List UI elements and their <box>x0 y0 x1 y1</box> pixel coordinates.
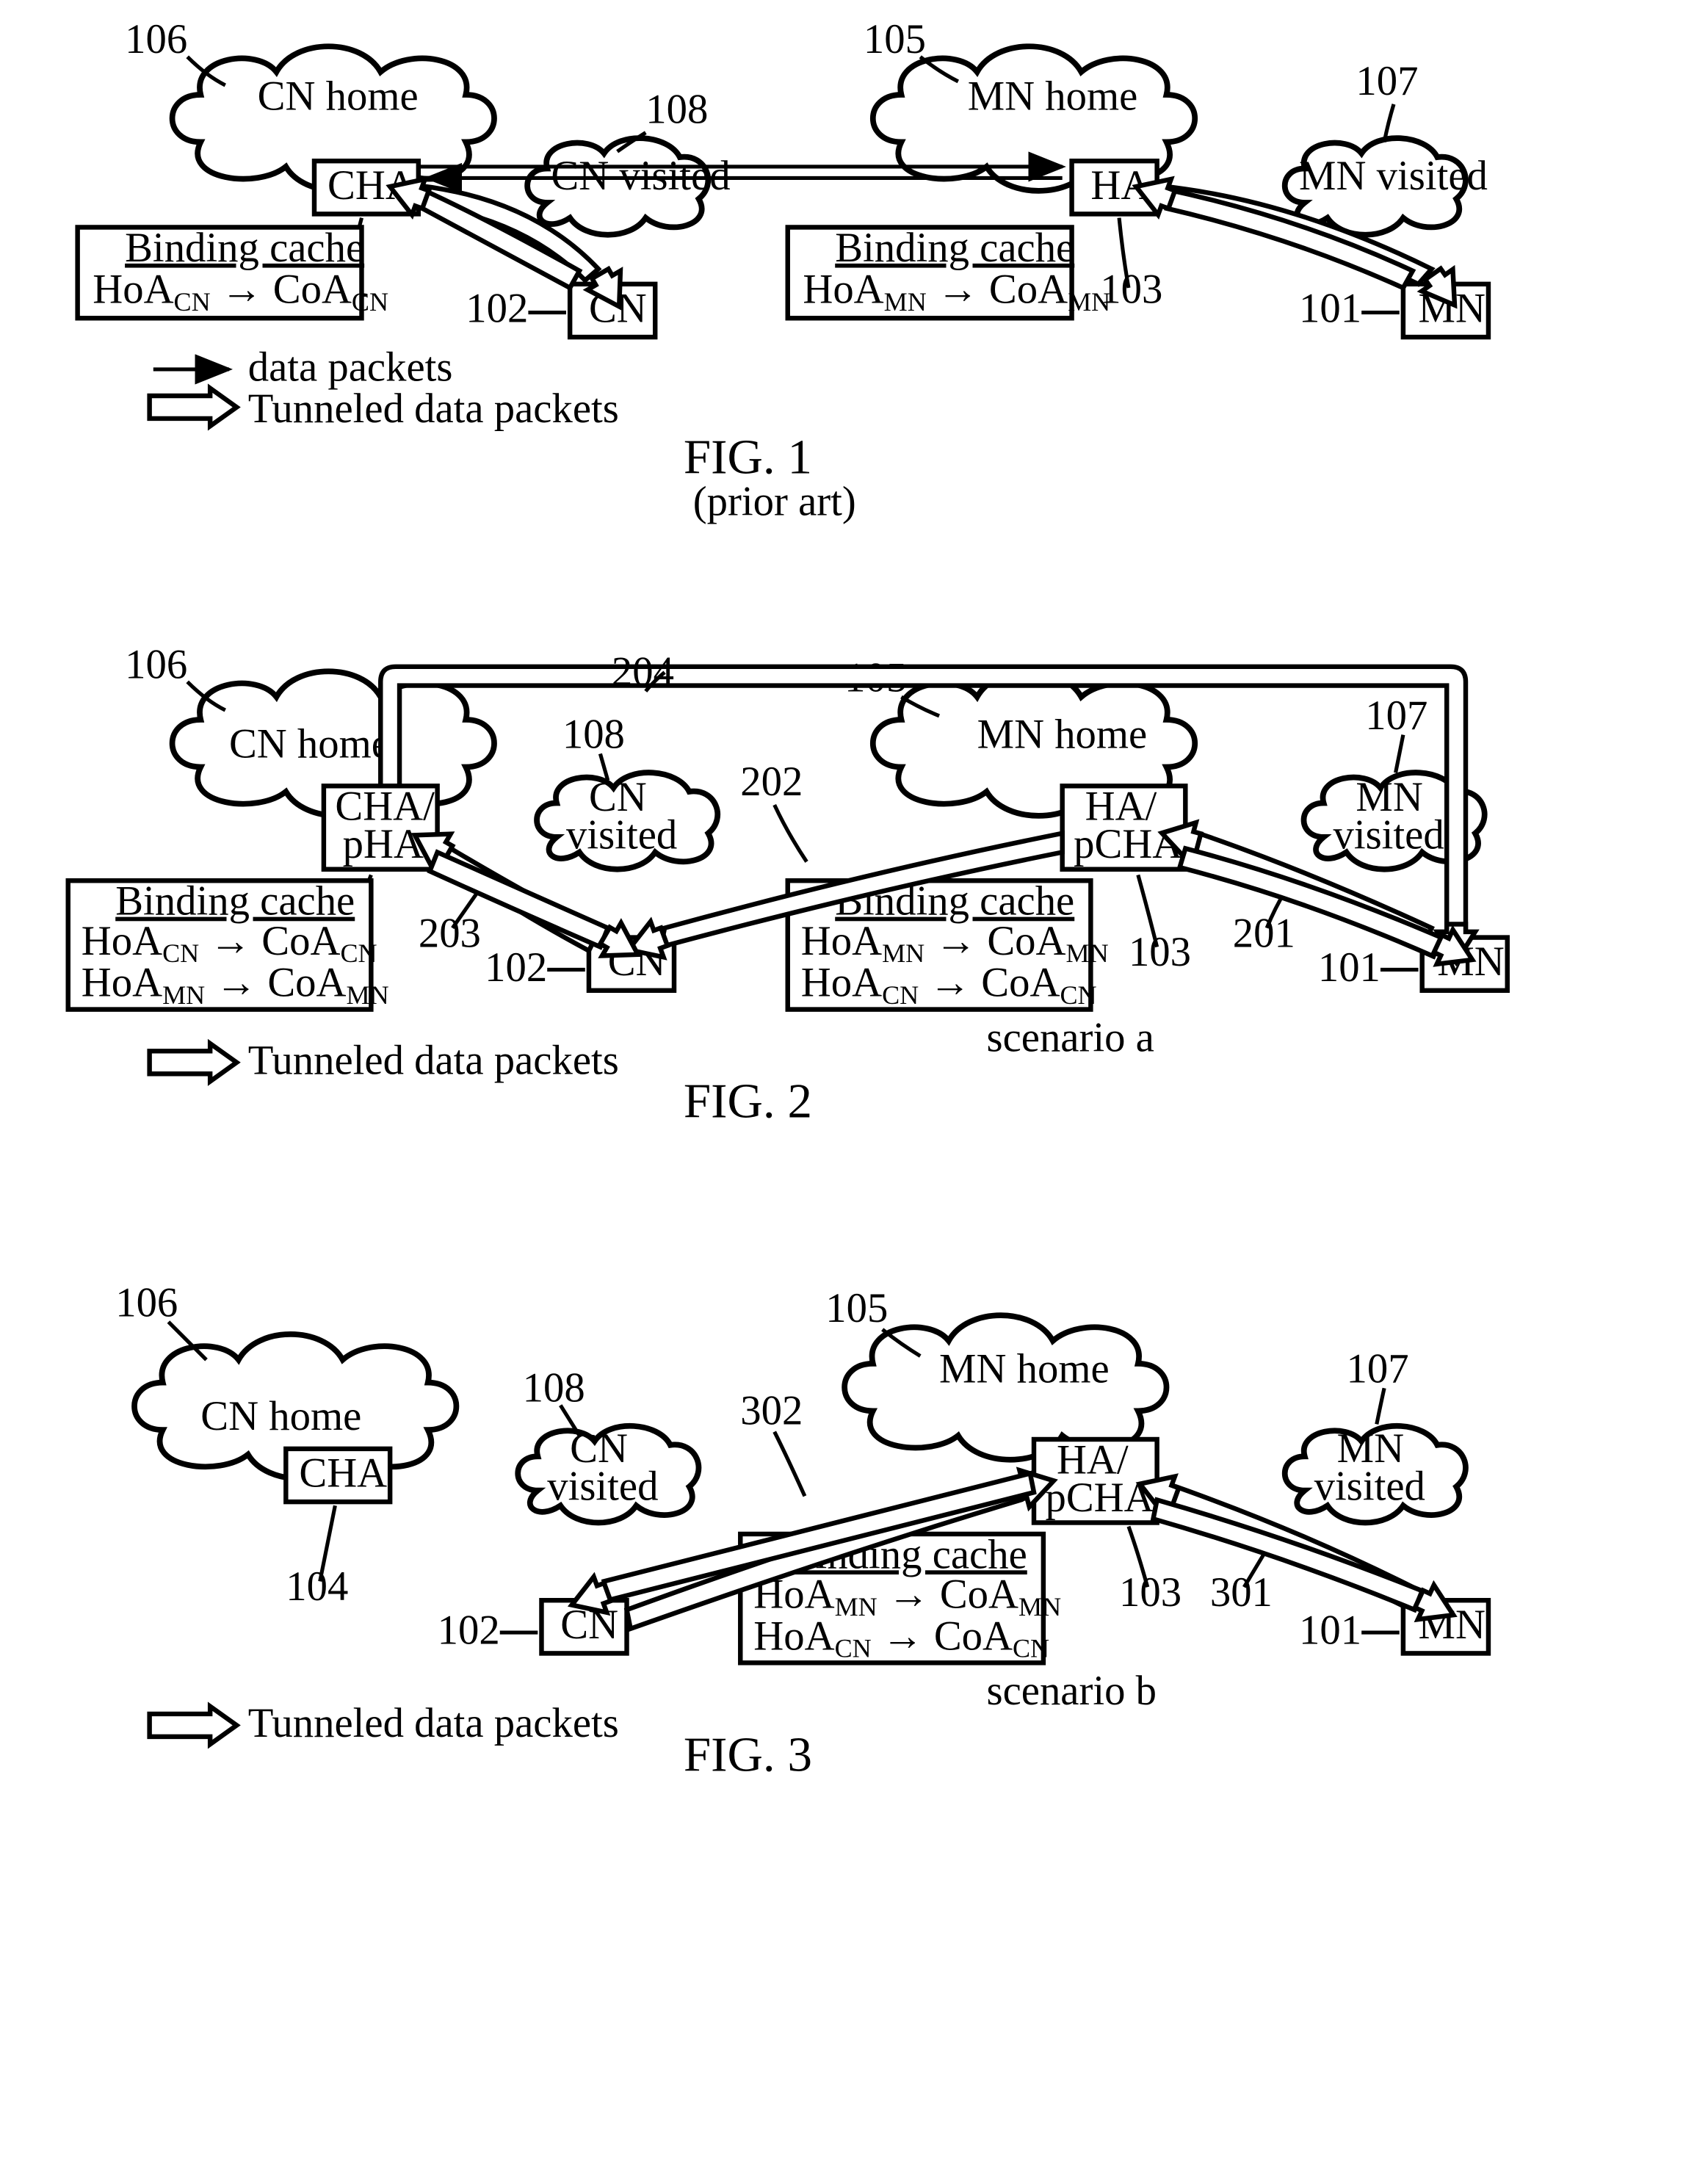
svg-text:203: 203 <box>419 910 481 956</box>
svg-text:Tunneled data packets: Tunneled data packets <box>248 1700 619 1746</box>
svg-text:108: 108 <box>562 712 625 758</box>
svg-text:Tunneled data packets: Tunneled data packets <box>248 1037 619 1083</box>
svg-text:scenario b: scenario b <box>987 1668 1157 1714</box>
mn-visited-label: MN visited <box>1299 153 1488 199</box>
bc-title-2: Binding cache <box>835 225 1074 271</box>
svg-text:visited: visited <box>547 1464 658 1510</box>
svg-text:CN home: CN home <box>200 1393 361 1439</box>
svg-text:scenario a: scenario a <box>987 1014 1154 1060</box>
svg-text:107: 107 <box>1365 692 1427 739</box>
svg-text:102: 102 <box>485 944 547 991</box>
fig2-title: FIG. 2 <box>684 1074 812 1129</box>
svg-text:106: 106 <box>115 1279 178 1326</box>
svg-text:103: 103 <box>1129 929 1191 975</box>
svg-text:CN home: CN home <box>229 721 390 767</box>
ref-107: 107 <box>1356 58 1418 104</box>
diagram-canvas: CN home 106 MN home 105 CN visited 108 M… <box>0 0 1708 2159</box>
svg-text:MN home: MN home <box>939 1346 1110 1392</box>
svg-text:301: 301 <box>1210 1569 1273 1616</box>
fig1-title: FIG. 1 <box>684 430 812 485</box>
svg-text:102: 102 <box>438 1608 500 1654</box>
ref-101: 101 <box>1299 285 1361 331</box>
svg-text:106: 106 <box>125 641 187 687</box>
cn-visited-label: CN visited <box>551 153 730 199</box>
ref-105: 105 <box>864 16 926 62</box>
ref-108: 108 <box>645 87 708 133</box>
svg-text:204: 204 <box>612 649 674 695</box>
legend-tun-1: Tunneled data packets <box>248 386 619 432</box>
ref-102: 102 <box>466 285 528 331</box>
svg-text:visited: visited <box>566 811 677 858</box>
svg-text:HoACN → CoACN: HoACN → CoACN <box>801 960 1097 1010</box>
fig3-title: FIG. 3 <box>684 1726 812 1782</box>
svg-text:104: 104 <box>286 1563 348 1610</box>
svg-text:pHA: pHA <box>343 821 424 867</box>
svg-text:302: 302 <box>740 1387 803 1433</box>
fig1-sub: (prior art) <box>693 478 856 524</box>
svg-text:visited: visited <box>1333 811 1444 858</box>
svg-text:visited: visited <box>1314 1464 1425 1510</box>
svg-text:HoACN → CoACN: HoACN → CoACN <box>93 267 388 317</box>
fig3: CN home 106 MN home 105 CN visited 108 M… <box>115 1279 1488 1782</box>
svg-text:CHA: CHA <box>299 1450 387 1496</box>
svg-text:101: 101 <box>1318 944 1380 991</box>
svg-text:MN home: MN home <box>977 712 1148 758</box>
svg-text:101: 101 <box>1299 1608 1361 1654</box>
svg-text:pCHA: pCHA <box>1045 1475 1154 1521</box>
svg-text:HoAMN → CoAMN: HoAMN → CoAMN <box>82 960 389 1010</box>
legend-data: data packets <box>248 344 453 390</box>
ref-106: 106 <box>125 16 187 62</box>
fig2: CN home 106 MN home 105 CN visited 108 M… <box>68 641 1508 1128</box>
cn-home-label: CN home <box>258 73 419 120</box>
svg-text:103: 103 <box>1119 1569 1182 1616</box>
mn-home-label: MN home <box>968 73 1138 120</box>
bc-title-1: Binding cache <box>125 225 364 271</box>
svg-text:202: 202 <box>740 759 803 805</box>
svg-text:HoAMN → CoAMN: HoAMN → CoAMN <box>803 267 1110 317</box>
svg-text:105: 105 <box>825 1285 888 1331</box>
svg-text:108: 108 <box>523 1364 585 1411</box>
svg-text:HoACN → CoACN: HoACN → CoACN <box>753 1613 1049 1663</box>
fig1: CN home 106 MN home 105 CN visited 108 M… <box>78 16 1488 524</box>
svg-text:107: 107 <box>1347 1346 1409 1392</box>
svg-text:pCHA: pCHA <box>1074 821 1182 867</box>
svg-text:201: 201 <box>1233 910 1295 956</box>
